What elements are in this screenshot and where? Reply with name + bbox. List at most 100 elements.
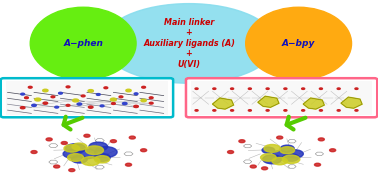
Circle shape — [134, 105, 138, 108]
Circle shape — [88, 106, 93, 108]
Circle shape — [264, 144, 280, 152]
Circle shape — [149, 102, 153, 104]
Circle shape — [134, 93, 138, 95]
Circle shape — [51, 96, 55, 98]
Circle shape — [319, 88, 322, 89]
Circle shape — [73, 99, 79, 102]
Circle shape — [239, 140, 245, 143]
Circle shape — [84, 134, 90, 137]
Circle shape — [94, 154, 110, 161]
Circle shape — [195, 110, 198, 111]
Circle shape — [43, 102, 48, 104]
Circle shape — [355, 88, 358, 89]
Circle shape — [119, 96, 123, 98]
Circle shape — [283, 154, 299, 161]
Text: U(VI): U(VI) — [178, 60, 200, 69]
Circle shape — [64, 145, 80, 152]
FancyBboxPatch shape — [186, 78, 377, 117]
Text: Auxiliary ligands (A): Auxiliary ligands (A) — [143, 39, 235, 48]
Text: Main linker: Main linker — [164, 18, 214, 27]
Circle shape — [314, 163, 321, 166]
Circle shape — [71, 155, 87, 163]
Circle shape — [284, 110, 287, 111]
Circle shape — [280, 147, 294, 154]
Circle shape — [112, 103, 115, 104]
Circle shape — [20, 107, 25, 109]
FancyBboxPatch shape — [191, 81, 372, 115]
Ellipse shape — [30, 7, 136, 80]
Circle shape — [85, 146, 104, 155]
Circle shape — [262, 167, 268, 170]
Circle shape — [61, 142, 67, 144]
Circle shape — [266, 110, 269, 111]
Circle shape — [100, 105, 104, 107]
Circle shape — [282, 155, 300, 163]
Circle shape — [284, 88, 287, 89]
Circle shape — [35, 98, 41, 101]
Circle shape — [68, 154, 84, 161]
Text: A−bpy: A−bpy — [282, 39, 315, 48]
Circle shape — [125, 163, 132, 166]
Polygon shape — [212, 98, 234, 109]
Circle shape — [43, 89, 48, 92]
Circle shape — [337, 110, 340, 111]
Circle shape — [250, 165, 256, 168]
Circle shape — [66, 104, 70, 106]
Circle shape — [63, 150, 81, 158]
Circle shape — [330, 149, 336, 152]
Circle shape — [319, 110, 322, 111]
Polygon shape — [258, 96, 279, 107]
Circle shape — [231, 88, 234, 89]
Circle shape — [126, 89, 131, 92]
Circle shape — [55, 106, 59, 108]
Circle shape — [318, 138, 324, 141]
Circle shape — [337, 88, 340, 89]
Circle shape — [69, 169, 75, 172]
Circle shape — [129, 136, 135, 139]
Ellipse shape — [246, 7, 352, 80]
Circle shape — [355, 110, 358, 111]
Circle shape — [141, 149, 147, 152]
Circle shape — [266, 88, 269, 89]
Circle shape — [88, 90, 93, 92]
Text: A−phen: A−phen — [63, 39, 103, 48]
Circle shape — [46, 138, 52, 141]
Circle shape — [262, 147, 275, 153]
Circle shape — [141, 99, 146, 102]
Circle shape — [96, 94, 100, 95]
Circle shape — [89, 142, 108, 151]
Circle shape — [277, 136, 283, 139]
Circle shape — [280, 145, 294, 152]
Circle shape — [21, 93, 25, 95]
Text: +: + — [186, 28, 192, 37]
Circle shape — [110, 140, 116, 143]
Circle shape — [248, 110, 251, 111]
Circle shape — [228, 151, 234, 153]
Circle shape — [272, 157, 287, 165]
Circle shape — [31, 151, 37, 153]
Circle shape — [213, 110, 216, 111]
Circle shape — [142, 86, 146, 88]
Circle shape — [213, 88, 216, 89]
Circle shape — [110, 98, 116, 101]
Circle shape — [273, 151, 287, 157]
Circle shape — [25, 97, 28, 99]
Ellipse shape — [102, 4, 276, 83]
Circle shape — [81, 95, 85, 97]
Circle shape — [28, 86, 32, 88]
Circle shape — [302, 88, 305, 89]
Circle shape — [77, 103, 82, 105]
Circle shape — [104, 87, 108, 89]
FancyBboxPatch shape — [1, 78, 173, 117]
FancyBboxPatch shape — [6, 81, 168, 115]
Circle shape — [66, 144, 85, 153]
Circle shape — [94, 147, 117, 157]
Circle shape — [54, 165, 60, 168]
Text: +: + — [186, 49, 192, 58]
Circle shape — [94, 156, 110, 163]
Circle shape — [260, 154, 276, 161]
Circle shape — [59, 92, 62, 94]
Circle shape — [122, 102, 127, 105]
Circle shape — [149, 97, 153, 99]
Circle shape — [287, 150, 303, 158]
